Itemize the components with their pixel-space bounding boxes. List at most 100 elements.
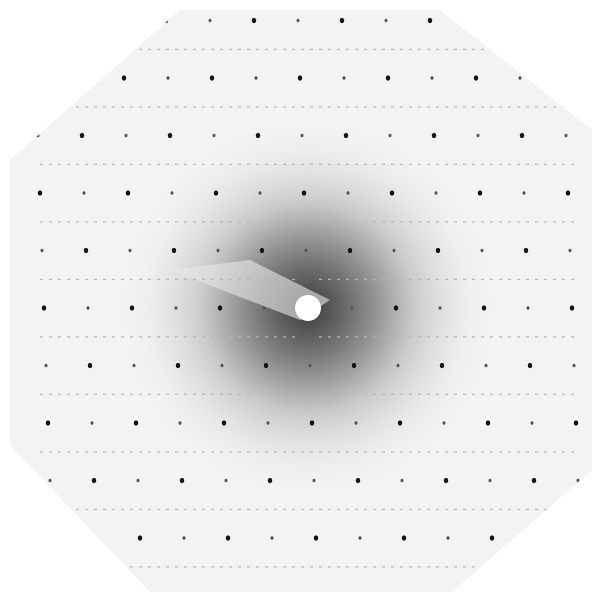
faint-spot <box>409 163 412 165</box>
faint-spot <box>148 48 151 50</box>
faint-spot <box>454 451 457 453</box>
faint-spot <box>274 278 277 280</box>
spot <box>342 76 346 80</box>
faint-spot <box>247 336 250 338</box>
faint-spot <box>49 566 52 568</box>
faint-spot <box>211 393 214 395</box>
faint-spot <box>346 566 349 568</box>
spot <box>32 18 36 23</box>
faint-spot <box>247 393 250 395</box>
spot <box>569 305 575 311</box>
faint-spot <box>175 508 178 510</box>
faint-spot <box>355 336 358 338</box>
faint-spot <box>94 451 97 453</box>
spot <box>91 477 97 484</box>
faint-spot <box>499 566 502 568</box>
faint-spot <box>274 451 277 453</box>
faint-spot <box>571 48 574 50</box>
faint-spot <box>184 393 187 395</box>
faint-spot <box>166 48 169 50</box>
spot <box>488 478 492 483</box>
faint-spot <box>472 221 475 223</box>
faint-spot <box>40 48 43 50</box>
faint-spot <box>292 393 295 395</box>
faint-spot <box>499 106 502 108</box>
faint-spot <box>463 508 466 510</box>
faint-spot <box>418 106 421 108</box>
faint-spot <box>535 106 538 108</box>
faint-spot <box>247 278 250 280</box>
spot <box>258 191 262 195</box>
faint-spot <box>130 566 133 568</box>
faint-spot <box>355 393 358 395</box>
faint-spot <box>427 508 430 510</box>
faint-spot <box>256 451 259 453</box>
faint-spot <box>103 48 106 50</box>
spot <box>431 132 437 139</box>
faint-spot <box>364 163 367 165</box>
faint-spot <box>436 163 439 165</box>
faint-spot <box>184 336 187 338</box>
faint-spot <box>337 393 340 395</box>
faint-spot <box>139 451 142 453</box>
spot <box>175 362 181 369</box>
spot <box>560 18 564 23</box>
spot <box>448 593 452 598</box>
faint-spot <box>274 48 277 50</box>
faint-spot <box>166 106 169 108</box>
faint-spot <box>67 508 70 510</box>
faint-spot <box>535 393 538 395</box>
faint-spot <box>139 336 142 338</box>
spot <box>221 420 227 426</box>
faint-spot <box>400 48 403 50</box>
faint-spot <box>211 221 214 223</box>
faint-spot <box>499 163 502 165</box>
faint-spot <box>319 106 322 108</box>
faint-spot <box>454 336 457 338</box>
faint-spot <box>256 566 259 568</box>
faint-spot <box>400 508 403 510</box>
faint-spot <box>445 451 448 453</box>
faint-spot <box>499 393 502 395</box>
faint-spot <box>229 278 232 280</box>
faint-spot <box>535 278 538 280</box>
faint-spot <box>346 278 349 280</box>
faint-spot <box>211 48 214 50</box>
spot <box>526 306 530 310</box>
faint-spot <box>175 393 178 395</box>
faint-spot <box>175 278 178 280</box>
faint-spot <box>364 566 367 568</box>
spot <box>343 132 349 139</box>
faint-spot <box>355 451 358 453</box>
faint-spot <box>454 508 457 510</box>
faint-spot <box>94 566 97 568</box>
spot <box>339 17 345 24</box>
faint-spot <box>148 566 151 568</box>
faint-spot <box>175 106 178 108</box>
spot <box>489 535 495 541</box>
faint-spot <box>40 278 43 280</box>
faint-spot <box>148 221 151 223</box>
faint-spot <box>58 48 61 50</box>
faint-spot <box>76 393 79 395</box>
faint-spot <box>274 393 277 395</box>
faint-spot <box>535 451 538 453</box>
faint-spot <box>571 393 574 395</box>
faint-spot <box>382 221 385 223</box>
faint-spot <box>544 278 547 280</box>
faint-spot <box>184 451 187 453</box>
faint-spot <box>130 106 133 108</box>
faint-spot <box>76 48 79 50</box>
faint-spot <box>382 278 385 280</box>
spot <box>354 421 358 425</box>
spot <box>297 75 303 81</box>
faint-spot <box>256 106 259 108</box>
faint-spot <box>535 48 538 50</box>
spot <box>522 191 526 195</box>
faint-spot <box>238 48 241 50</box>
faint-spot <box>139 48 142 50</box>
faint-spot <box>67 48 70 50</box>
faint-spot <box>292 221 295 223</box>
spot <box>82 191 86 195</box>
spot <box>350 306 354 310</box>
